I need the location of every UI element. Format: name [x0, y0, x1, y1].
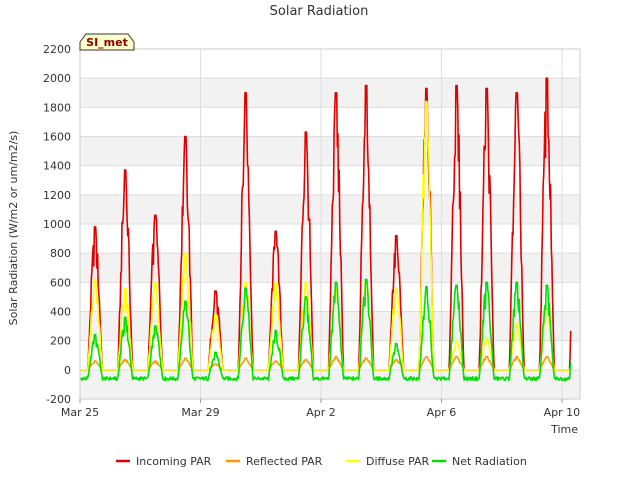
- y-tick-label: 1200: [43, 189, 71, 202]
- x-axis-label: Time: [550, 423, 578, 436]
- x-tick-label: Mar 29: [181, 406, 219, 419]
- y-tick-label: 1600: [43, 131, 71, 144]
- station-badge-box: [79, 33, 135, 51]
- x-tick-label: Apr 6: [427, 406, 457, 419]
- station-badge-label: SI_met: [86, 36, 128, 49]
- x-tick-label: Mar 25: [61, 406, 99, 419]
- y-tick-label: 400: [50, 306, 71, 319]
- legend-label-incoming-par: Incoming PAR: [136, 455, 212, 468]
- legend-label-net-radiation: Net Radiation: [452, 455, 527, 468]
- y-tick-label: 1000: [43, 218, 71, 231]
- band: [80, 136, 580, 166]
- legend-label-reflected-par: Reflected PAR: [246, 455, 323, 468]
- y-tick-label: 1400: [43, 160, 71, 173]
- y-tick-label: 2200: [43, 43, 71, 56]
- y-tick-label: 600: [50, 276, 71, 289]
- series-line-diffuse-par: [79, 100, 572, 371]
- y-tick-label: -200: [46, 393, 71, 406]
- y-tick-label: 2000: [43, 72, 71, 85]
- x-tick-label: Apr 2: [306, 406, 336, 419]
- band: [80, 369, 580, 399]
- x-axis-ticks: Mar 25 Mar 29 Apr 2 Apr 6 Apr 10: [61, 399, 580, 419]
- plot-frame: [79, 48, 581, 400]
- chart-title: Solar Radiation: [270, 4, 369, 19]
- series-layer: [79, 77, 572, 382]
- series-line-net-radiation: [79, 278, 572, 382]
- band: [80, 194, 580, 224]
- y-tick-label: 800: [50, 247, 71, 260]
- y-tick-label: 0: [64, 364, 71, 377]
- band: [80, 78, 580, 108]
- x-tick-label: Apr 10: [544, 406, 581, 419]
- legend: Incoming PAR Reflected PAR Diffuse PAR Net …: [116, 455, 527, 468]
- y-tick-label: 1800: [43, 101, 71, 114]
- station-badge: SI_met: [79, 33, 135, 51]
- series-line-reflected-par: [79, 355, 572, 371]
- y-axis-ticks: -200 0 200 400 600 800 1000 1200 1400 1600 1800 200…: [43, 43, 71, 406]
- legend-label-diffuse-par: Diffuse PAR: [366, 455, 430, 468]
- y-tick-label: 200: [50, 335, 71, 348]
- y-axis-label: Solar Radiation (W/m2 or um/m2/s): [7, 131, 20, 326]
- background-bands: [80, 78, 580, 399]
